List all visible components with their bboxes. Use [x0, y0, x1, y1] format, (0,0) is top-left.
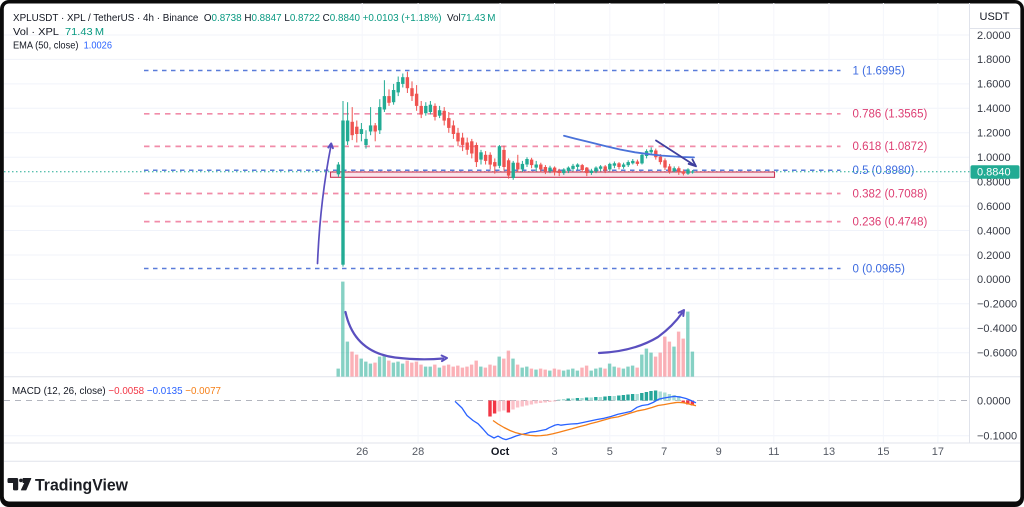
svg-text:2.0000: 2.0000: [977, 30, 1011, 42]
svg-text:1.8000: 1.8000: [977, 54, 1011, 66]
svg-text:3: 3: [552, 446, 558, 458]
svg-text:−0.1000: −0.1000: [977, 431, 1017, 443]
svg-text:0.2000: 0.2000: [977, 250, 1011, 262]
svg-text:17: 17: [932, 446, 944, 458]
svg-text:Oct: Oct: [491, 446, 510, 458]
svg-text:MACD (12, 26, close) −0.0058 −: MACD (12, 26, close) −0.0058 −0.0135 −0.…: [12, 385, 221, 397]
svg-text:0.618 (1.0872): 0.618 (1.0872): [853, 141, 928, 153]
svg-text:0.0000: 0.0000: [977, 395, 1011, 407]
svg-text:0.4000: 0.4000: [977, 225, 1011, 237]
svg-text:0.382 (0.7088): 0.382 (0.7088): [853, 188, 928, 200]
svg-text:0.786 (1.3565): 0.786 (1.3565): [853, 109, 928, 121]
svg-text:13: 13: [823, 446, 835, 458]
svg-text:1.2000: 1.2000: [977, 128, 1011, 140]
svg-text:26: 26: [356, 446, 368, 458]
svg-text:0.236 (0.4748): 0.236 (0.4748): [853, 216, 928, 228]
svg-text:XPLUSDT · XPL / TetherUS · 4h: XPLUSDT · XPL / TetherUS · 4h · Binance …: [13, 12, 496, 24]
svg-text:0.6000: 0.6000: [977, 201, 1011, 213]
svg-text:−0.4000: −0.4000: [977, 323, 1017, 335]
svg-text:0.8000: 0.8000: [977, 176, 1011, 188]
svg-text:1 (1.6995): 1 (1.6995): [853, 65, 906, 77]
svg-text:Vol · XPL 71.43 M: Vol · XPL 71.43 M: [13, 26, 104, 38]
svg-text:9: 9: [716, 446, 722, 458]
svg-text:−0.6000: −0.6000: [977, 348, 1017, 360]
svg-text:USDT: USDT: [980, 11, 1010, 23]
svg-text:0.0000: 0.0000: [977, 274, 1011, 286]
svg-text:0 (0.0965): 0 (0.0965): [853, 263, 906, 275]
svg-text:−0.2000: −0.2000: [977, 299, 1017, 311]
svg-text:5: 5: [607, 446, 613, 458]
svg-text:15: 15: [877, 446, 889, 458]
svg-text:28: 28: [412, 446, 424, 458]
svg-text:TradingView: TradingView: [35, 475, 129, 494]
svg-text:11: 11: [768, 446, 779, 458]
svg-text:7: 7: [661, 446, 667, 458]
svg-text:0.8840: 0.8840: [977, 166, 1011, 178]
svg-text:1.6000: 1.6000: [977, 79, 1011, 91]
svg-text:1.0000: 1.0000: [977, 152, 1011, 164]
svg-text:1.4000: 1.4000: [977, 103, 1011, 115]
svg-text:EMA (50, close) 1.0026: EMA (50, close) 1.0026: [13, 40, 112, 52]
svg-text:0.5 (0.8980): 0.5 (0.8980): [853, 165, 915, 177]
